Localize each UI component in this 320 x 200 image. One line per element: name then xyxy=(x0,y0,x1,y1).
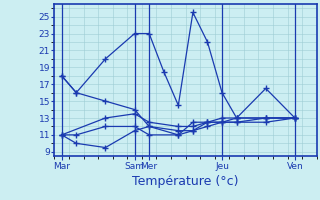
X-axis label: Température (°c): Température (°c) xyxy=(132,175,239,188)
